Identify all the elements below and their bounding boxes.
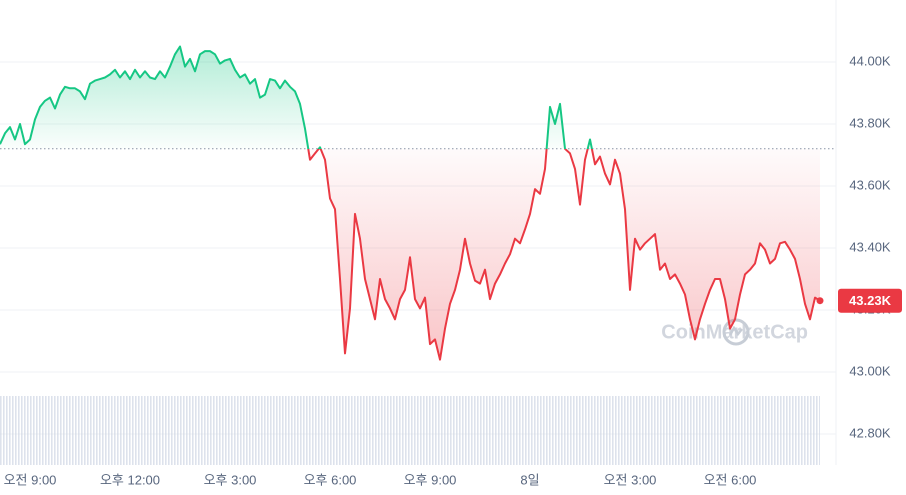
x-tick-label: 오후 6:00: [304, 472, 357, 487]
y-tick-label: 44.00K: [849, 53, 891, 68]
y-tick-label: 43.00K: [849, 363, 891, 378]
y-tick-label: 43.80K: [849, 115, 891, 130]
x-tick-label: 오후 3:00: [204, 472, 257, 487]
price-label-box: [838, 288, 902, 313]
last-point: [816, 297, 824, 305]
y-tick-label: 42.80K: [849, 425, 891, 440]
x-tick-label: 8일: [520, 472, 539, 487]
x-tick-label: 오전 6:00: [704, 472, 757, 487]
y-tick-label: 43.60K: [849, 177, 891, 192]
watermark: CoinMarketCap: [661, 321, 808, 343]
watermark-logo: [722, 318, 750, 346]
x-tick-label: 오후 12:00: [100, 472, 160, 487]
y-tick-label: 43.40K: [849, 239, 891, 254]
price-label: 43.23K: [849, 293, 892, 308]
x-tick-label: 오전 3:00: [604, 472, 657, 487]
price-line: [0, 45, 821, 361]
volume-band: [0, 396, 820, 465]
x-tick-label: 오전 9:00: [4, 472, 57, 487]
x-tick-label: 오후 9:00: [404, 472, 457, 487]
price-area: [0, 46, 820, 360]
